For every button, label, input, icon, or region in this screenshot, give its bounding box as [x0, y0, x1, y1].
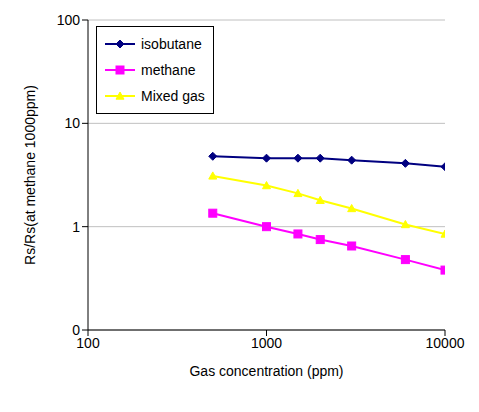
- svg-text:Gas concentration (ppm): Gas concentration (ppm): [189, 363, 343, 379]
- html-text:Mixed gas: Mixed gas: [141, 88, 205, 104]
- html-text:methane: methane: [141, 62, 196, 78]
- svg-text:100: 100: [57, 12, 81, 28]
- svg-text:100: 100: [76, 334, 100, 351]
- svg-text:0: 0: [72, 322, 80, 338]
- html-text:isobutane: isobutane: [141, 36, 202, 52]
- svg-text:1: 1: [72, 219, 80, 235]
- svg-text:10: 10: [64, 115, 80, 131]
- svg-text:1000: 1000: [251, 335, 282, 351]
- svg-text:Rs/Rs(at methane 1000ppm): Rs/Rs(at methane 1000ppm): [22, 85, 38, 265]
- svg-text:10000: 10000: [426, 335, 465, 351]
